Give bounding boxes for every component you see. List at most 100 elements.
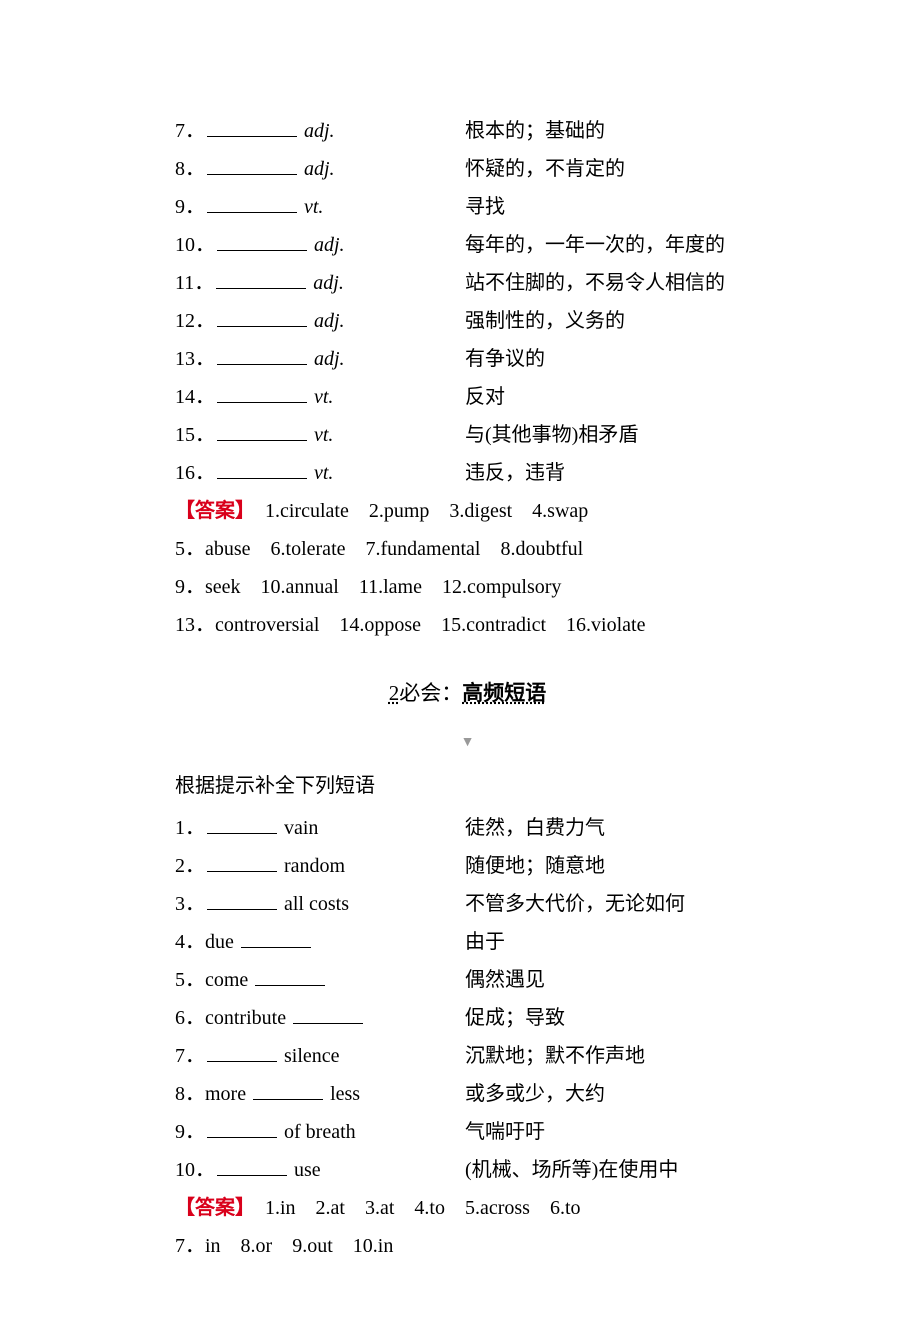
phrase-list: 1． vain 徒然，白费力气 2． random 随便地；随意地 3． all… bbox=[175, 812, 760, 1186]
vocab-num: 12． bbox=[175, 310, 215, 332]
phrase-after: vain bbox=[279, 817, 318, 839]
vocab-prompt: 16． vt. bbox=[175, 457, 465, 489]
phrase-after: random bbox=[279, 855, 345, 877]
phrase-after: less bbox=[325, 1083, 360, 1105]
phrase-row: 1． vain 徒然，白费力气 bbox=[175, 812, 760, 844]
blank-line bbox=[207, 1043, 277, 1062]
blank-line bbox=[253, 1081, 323, 1100]
phrase-row: 6．contribute 促成；导致 bbox=[175, 1002, 760, 1034]
vocab-answer-line-2: 5．abuse 6.tolerate 7.fundamental 8.doubt… bbox=[175, 533, 760, 565]
vocab-def: 怀疑的，不肯定的 bbox=[465, 153, 760, 185]
vocab-row: 8． adj. 怀疑的，不肯定的 bbox=[175, 153, 760, 185]
vocab-prompt: 9． vt. bbox=[175, 191, 465, 223]
vocab-num: 13． bbox=[175, 348, 215, 370]
blank-line bbox=[217, 346, 307, 365]
document-page: 7． adj. 根本的；基础的 8． adj. 怀疑的，不肯定的 9． vt. … bbox=[0, 0, 920, 1328]
vocab-pos: adj. bbox=[313, 272, 344, 294]
blank-line bbox=[207, 1119, 277, 1138]
phrase-after: all costs bbox=[279, 893, 349, 915]
blank-line bbox=[207, 156, 297, 175]
vocab-row: 13． adj. 有争议的 bbox=[175, 343, 760, 375]
phrase-row: 5．come 偶然遇见 bbox=[175, 964, 760, 996]
phrase-before: contribute bbox=[205, 1007, 291, 1029]
phrase-def: 随便地；随意地 bbox=[465, 850, 760, 882]
phrase-def: 由于 bbox=[465, 926, 760, 958]
phrase-row: 10． use (机械、场所等)在使用中 bbox=[175, 1154, 760, 1186]
phrase-prompt: 8．more less bbox=[175, 1078, 465, 1110]
phrase-row: 9． of breath 气喘吁吁 bbox=[175, 1116, 760, 1148]
blank-line bbox=[207, 891, 277, 910]
blank-line bbox=[207, 194, 297, 213]
vocab-row: 7． adj. 根本的；基础的 bbox=[175, 115, 760, 147]
phrase-after: of breath bbox=[279, 1121, 356, 1143]
phrase-prompt: 3． all costs bbox=[175, 888, 465, 920]
answer-label: 【答案】 bbox=[175, 500, 245, 522]
vocab-num: 9． bbox=[175, 196, 205, 218]
vocab-def: 站不住脚的，不易令人相信的 bbox=[465, 267, 760, 299]
vocab-row: 12． adj. 强制性的，义务的 bbox=[175, 305, 760, 337]
vocab-num: 16． bbox=[175, 462, 215, 484]
arrow-down-icon: ▼ bbox=[175, 738, 760, 748]
vocab-prompt: 10． adj. bbox=[175, 229, 465, 261]
phrase-def: 或多或少，大约 bbox=[465, 1078, 760, 1110]
blank-line bbox=[255, 967, 325, 986]
answer-label: 【答案】 bbox=[175, 1197, 245, 1219]
answer-text: 1.circulate 2.pump 3.digest 4.swap bbox=[245, 500, 588, 522]
vocab-num: 7． bbox=[175, 120, 205, 142]
section-2-intro: 根据提示补全下列短语 bbox=[175, 770, 760, 802]
vocab-prompt: 11． adj. bbox=[175, 267, 465, 299]
phrase-def: 沉默地；默不作声地 bbox=[465, 1040, 760, 1072]
phrase-num: 8． bbox=[175, 1083, 205, 1105]
phrase-num: 6． bbox=[175, 1007, 205, 1029]
blank-line bbox=[207, 853, 277, 872]
phrase-def: 偶然遇见 bbox=[465, 964, 760, 996]
phrase-prompt: 4．due bbox=[175, 926, 465, 958]
blank-line bbox=[216, 270, 306, 289]
vocab-def: 违反，违背 bbox=[465, 457, 760, 489]
vocab-pos: adj. bbox=[304, 120, 335, 142]
vocab-num: 15． bbox=[175, 424, 215, 446]
vocab-def: 根本的；基础的 bbox=[465, 115, 760, 147]
vocab-prompt: 15． vt. bbox=[175, 419, 465, 451]
vocab-row: 9． vt. 寻找 bbox=[175, 191, 760, 223]
vocab-def: 反对 bbox=[465, 381, 760, 413]
blank-line bbox=[217, 460, 307, 479]
phrase-row: 7． silence 沉默地；默不作声地 bbox=[175, 1040, 760, 1072]
blank-line bbox=[217, 1157, 287, 1176]
vocab-prompt: 13． adj. bbox=[175, 343, 465, 375]
blank-line bbox=[241, 929, 311, 948]
section-prefix: 必会： bbox=[399, 681, 462, 705]
vocab-prompt: 7． adj. bbox=[175, 115, 465, 147]
phrase-prompt: 7． silence bbox=[175, 1040, 465, 1072]
blank-line bbox=[217, 384, 307, 403]
phrase-prompt: 1． vain bbox=[175, 812, 465, 844]
vocab-num: 10． bbox=[175, 234, 215, 256]
phrase-after: use bbox=[289, 1159, 321, 1181]
section-title: 高频短语 bbox=[462, 682, 546, 705]
vocab-num: 8． bbox=[175, 158, 205, 180]
vocab-def: 强制性的，义务的 bbox=[465, 305, 760, 337]
vocab-pos: vt. bbox=[314, 386, 333, 408]
blank-line bbox=[217, 308, 307, 327]
phrase-before: more bbox=[205, 1083, 251, 1105]
vocab-answer-line-1: 【答案】 1.circulate 2.pump 3.digest 4.swap bbox=[175, 495, 760, 527]
vocab-num: 11． bbox=[175, 272, 214, 294]
phrase-num: 2． bbox=[175, 855, 205, 877]
vocab-pos: adj. bbox=[314, 310, 345, 332]
phrase-prompt: 9． of breath bbox=[175, 1116, 465, 1148]
phrase-prompt: 10． use bbox=[175, 1154, 465, 1186]
phrase-num: 1． bbox=[175, 817, 205, 839]
phrase-row: 3． all costs 不管多大代价，无论如何 bbox=[175, 888, 760, 920]
vocab-prompt: 14． vt. bbox=[175, 381, 465, 413]
phrase-num: 4． bbox=[175, 931, 205, 953]
phrase-row: 8．more less 或多或少，大约 bbox=[175, 1078, 760, 1110]
phrase-answer-line-2: 7．in 8.or 9.out 10.in bbox=[175, 1230, 760, 1262]
vocab-def: 与(其他事物)相矛盾 bbox=[465, 419, 760, 451]
phrase-num: 9． bbox=[175, 1121, 205, 1143]
vocab-pos: vt. bbox=[304, 196, 323, 218]
vocab-pos: vt. bbox=[314, 462, 333, 484]
vocab-pos: adj. bbox=[314, 348, 345, 370]
vocab-num: 14． bbox=[175, 386, 215, 408]
answer-text: 1.in 2.at 3.at 4.to 5.across 6.to bbox=[245, 1197, 581, 1219]
phrase-prompt: 5．come bbox=[175, 964, 465, 996]
